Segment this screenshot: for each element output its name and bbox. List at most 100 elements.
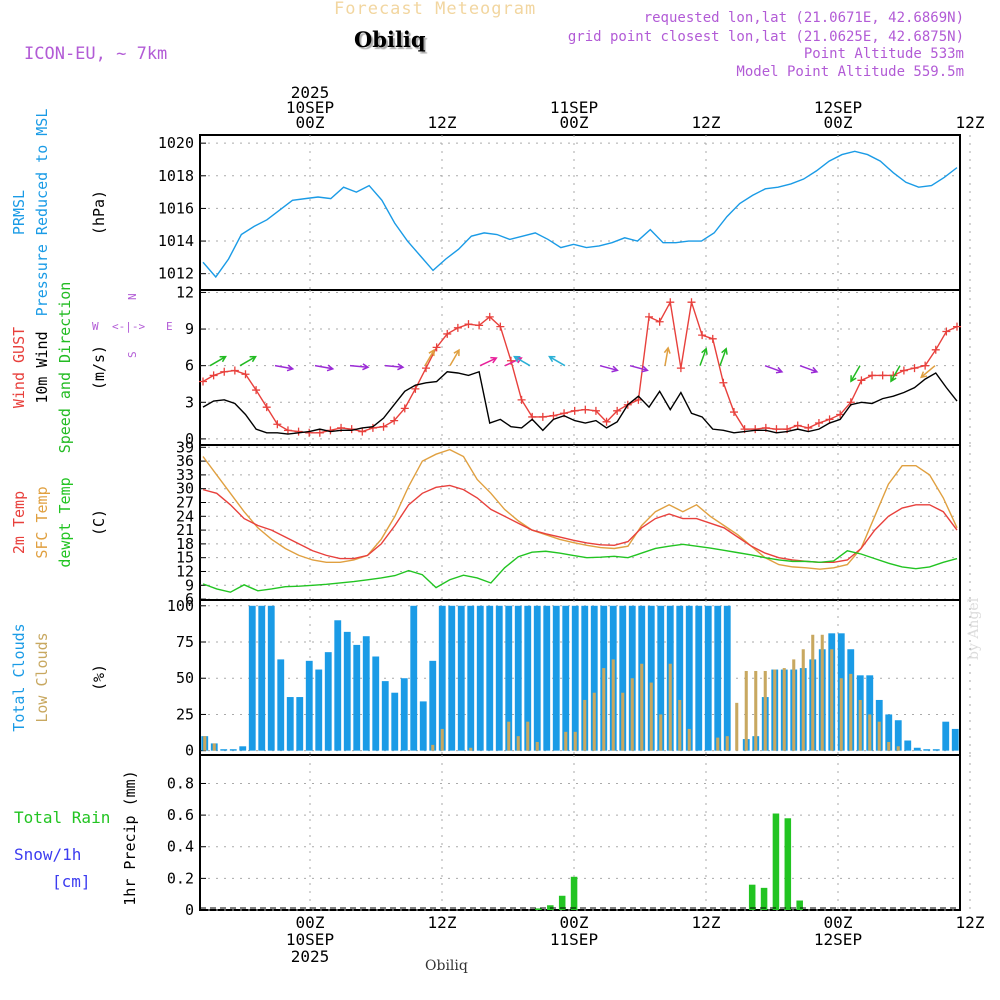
low-cloud-bar	[716, 737, 720, 751]
total-cloud-bar	[353, 644, 361, 751]
panel-label-precip: [cm]	[52, 872, 91, 891]
panel-label-precip: Snow/1h	[14, 845, 81, 864]
top-time-label: 2025	[291, 83, 330, 102]
ytick-label: 1016	[158, 199, 194, 217]
wind-direction-arrowhead	[326, 364, 335, 372]
gust-marker	[379, 422, 388, 431]
gust-marker	[358, 427, 367, 436]
wind-direction-arrow	[699, 348, 707, 366]
compass-east: E	[166, 320, 173, 333]
ytick-label: 21	[176, 521, 194, 539]
gust-marker	[878, 371, 887, 380]
wind-direction-arrow	[850, 365, 861, 382]
series-line-dewpt-temp	[202, 543, 958, 593]
low-cloud-bar	[896, 746, 900, 751]
low-cloud-bar	[811, 634, 815, 751]
watermark: by Angel	[966, 597, 982, 660]
low-cloud-bar	[440, 728, 444, 751]
gust-marker	[899, 366, 908, 375]
rain-bar	[784, 818, 792, 910]
top-time-label: 12Z	[692, 113, 721, 132]
series-line-prmsl	[202, 150, 958, 279]
wind-direction-arrow	[799, 364, 818, 373]
total-cloud-bar	[343, 631, 351, 751]
total-cloud-bar	[590, 605, 598, 751]
ytick-label: 0.8	[167, 774, 194, 792]
total-cloud-bar	[894, 720, 902, 751]
series-line-10m-wind	[202, 370, 958, 435]
ytick-label: 39	[176, 438, 194, 456]
gust-marker	[538, 412, 547, 421]
gust-marker	[273, 420, 282, 429]
gust-marker	[305, 428, 314, 437]
total-cloud-bar	[381, 681, 389, 751]
total-cloud-bar	[942, 721, 950, 751]
total-cloud-bar	[695, 605, 703, 751]
wind-direction-arrow	[384, 364, 403, 368]
total-cloud-bar	[581, 605, 589, 751]
ytick-label: 24	[176, 507, 194, 525]
wind-direction-arrowhead	[775, 366, 784, 374]
panel-label-clouds: Total Clouds	[10, 623, 28, 731]
total-cloud-bar	[533, 605, 541, 751]
wind-direction-arrow	[719, 348, 727, 366]
low-cloud-bar	[621, 692, 625, 751]
low-cloud-bar	[573, 731, 577, 751]
low-cloud-bar	[735, 702, 739, 751]
total-cloud-bar	[286, 697, 294, 751]
model-altitude: Model Point Altitude 559.5m	[736, 64, 964, 80]
gust-marker	[252, 386, 261, 395]
ytick-label: 25	[176, 705, 194, 723]
gust-marker	[687, 298, 696, 307]
wind-direction-arrowhead	[890, 375, 897, 383]
rain-bar	[570, 876, 578, 910]
total-cloud-bar	[562, 605, 570, 751]
top-time-label: 12Z	[428, 113, 457, 132]
series-line-2m-temp	[202, 484, 958, 563]
unit-label-precip: 1hr Precip (mm)	[121, 770, 139, 905]
panel-label-clouds: Low Clouds	[33, 632, 51, 722]
wind-direction-arrowhead	[428, 348, 435, 357]
wind-direction-arrow	[629, 364, 648, 372]
station-title: Obiliq	[354, 27, 426, 52]
total-cloud-bar	[315, 669, 323, 751]
gust-marker	[220, 367, 229, 376]
low-cloud-bar	[744, 670, 748, 751]
wind-direction-arrow	[449, 349, 460, 367]
rain-bar	[558, 895, 566, 910]
low-cloud-bar	[507, 721, 511, 751]
total-cloud-bar	[866, 675, 874, 751]
compass-west: W	[92, 320, 99, 333]
ytick-label: 27	[176, 493, 194, 511]
low-cloud-bar	[725, 736, 729, 751]
gust-marker	[868, 371, 877, 380]
low-cloud-bar	[754, 670, 758, 751]
total-cloud-bar	[552, 605, 560, 751]
total-cloud-bar	[419, 701, 427, 751]
wind-direction-arrowhead	[219, 355, 227, 363]
panel-label-pressure: Pressure Reduced to MSL	[33, 109, 51, 317]
panel-label-temp: SFC Temp	[33, 486, 51, 558]
gust-marker	[432, 343, 441, 352]
compass-arrows: <-|->	[112, 320, 145, 333]
total-cloud-bar	[467, 605, 475, 751]
low-cloud-bar	[564, 731, 568, 751]
bottom-time-label: 11SEP	[550, 930, 598, 949]
total-cloud-bar	[448, 605, 456, 751]
ytick-label: 6	[185, 590, 194, 608]
compass-north: N	[126, 293, 139, 300]
gust-marker	[931, 345, 940, 354]
gust-marker	[230, 366, 239, 375]
total-cloud-bar	[647, 605, 655, 751]
gust-marker	[825, 415, 834, 424]
total-cloud-bar	[619, 605, 627, 751]
grid-point-location: grid point closest lon,lat (21.0625E, 42…	[567, 29, 964, 45]
ytick-label: 0.6	[167, 806, 194, 824]
low-cloud-bar	[640, 663, 644, 751]
low-cloud-bar	[611, 659, 615, 751]
rain-bar	[796, 900, 803, 910]
wind-direction-arrow	[479, 357, 497, 367]
ytick-label: 12	[176, 562, 194, 580]
ytick-label: 18	[176, 535, 194, 553]
